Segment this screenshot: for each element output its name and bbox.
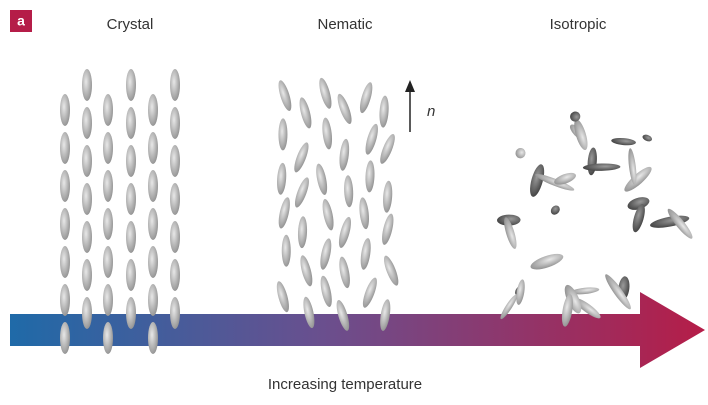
molecule <box>170 297 180 329</box>
molecule <box>148 246 158 278</box>
molecule <box>126 297 136 329</box>
molecule <box>103 246 113 278</box>
molecule <box>642 133 654 142</box>
molecule <box>170 221 180 253</box>
molecule <box>276 79 294 112</box>
molecule <box>336 216 353 249</box>
molecule <box>357 81 375 114</box>
molecule <box>126 107 136 139</box>
molecule <box>337 256 352 289</box>
molecule <box>103 132 113 164</box>
molecule <box>148 322 158 354</box>
molecule <box>627 148 638 186</box>
molecule <box>317 77 334 110</box>
molecule <box>297 96 314 129</box>
director-arrowhead <box>405 80 415 92</box>
molecule <box>103 322 113 354</box>
molecule <box>320 198 335 231</box>
molecule <box>148 284 158 316</box>
molecule <box>126 69 136 101</box>
molecule <box>292 176 312 209</box>
molecule <box>549 204 562 217</box>
panel-label: a <box>17 13 25 29</box>
molecule <box>82 69 92 101</box>
molecule <box>314 163 329 196</box>
molecule <box>148 132 158 164</box>
molecule <box>60 208 70 240</box>
molecule <box>514 147 526 160</box>
molecule <box>60 246 70 278</box>
molecule <box>587 147 598 176</box>
molecule <box>82 221 92 253</box>
molecule <box>321 117 334 150</box>
molecule <box>82 297 92 329</box>
molecule <box>274 280 291 313</box>
molecule <box>338 138 351 171</box>
temperature-arrow <box>10 292 705 368</box>
molecule <box>103 94 113 126</box>
molecule <box>148 94 158 126</box>
molecule <box>278 118 287 150</box>
molecule <box>568 110 582 124</box>
axis-label: Increasing temperature <box>268 376 422 393</box>
molecule <box>297 216 307 248</box>
director-label: n <box>427 103 435 120</box>
molecule <box>60 284 70 316</box>
molecule <box>148 208 158 240</box>
phase-label: Isotropic <box>550 16 607 33</box>
molecule <box>126 183 136 215</box>
molecule <box>282 235 291 267</box>
molecule <box>276 196 292 229</box>
molecule <box>359 237 373 270</box>
molecule <box>82 259 92 291</box>
molecule <box>377 132 397 165</box>
molecule <box>60 132 70 164</box>
molecule <box>170 69 180 101</box>
molecule <box>126 145 136 177</box>
molecule <box>318 275 334 308</box>
molecule <box>360 276 380 309</box>
phase-label: Nematic <box>317 16 373 33</box>
molecule <box>602 272 634 312</box>
molecule <box>611 137 636 146</box>
molecule <box>82 183 92 215</box>
molecule <box>382 180 393 213</box>
molecule <box>103 208 113 240</box>
molecule <box>82 145 92 177</box>
molecule <box>60 170 70 202</box>
molecule <box>381 254 401 287</box>
molecule <box>621 164 654 195</box>
molecule <box>170 107 180 139</box>
molecule <box>82 107 92 139</box>
phase-label: Crystal <box>107 16 154 33</box>
molecules <box>60 69 695 354</box>
molecule <box>291 141 311 174</box>
molecule <box>358 197 371 230</box>
molecule <box>380 213 396 246</box>
molecule <box>343 175 354 207</box>
molecule <box>365 160 375 192</box>
molecule <box>276 163 287 196</box>
molecule <box>170 145 180 177</box>
molecule <box>378 95 389 128</box>
molecule <box>126 221 136 253</box>
molecule <box>103 284 113 316</box>
molecule <box>529 251 565 273</box>
molecule <box>170 183 180 215</box>
molecule <box>363 123 381 156</box>
molecule <box>148 170 158 202</box>
molecule <box>60 94 70 126</box>
molecule <box>103 170 113 202</box>
diagram: a Crystal Nematic Isotropic n Increasing… <box>0 0 708 405</box>
molecule <box>126 259 136 291</box>
molecule <box>298 254 315 287</box>
molecule <box>170 259 180 291</box>
molecule <box>60 322 70 354</box>
molecule <box>335 92 355 125</box>
molecule <box>318 237 333 270</box>
